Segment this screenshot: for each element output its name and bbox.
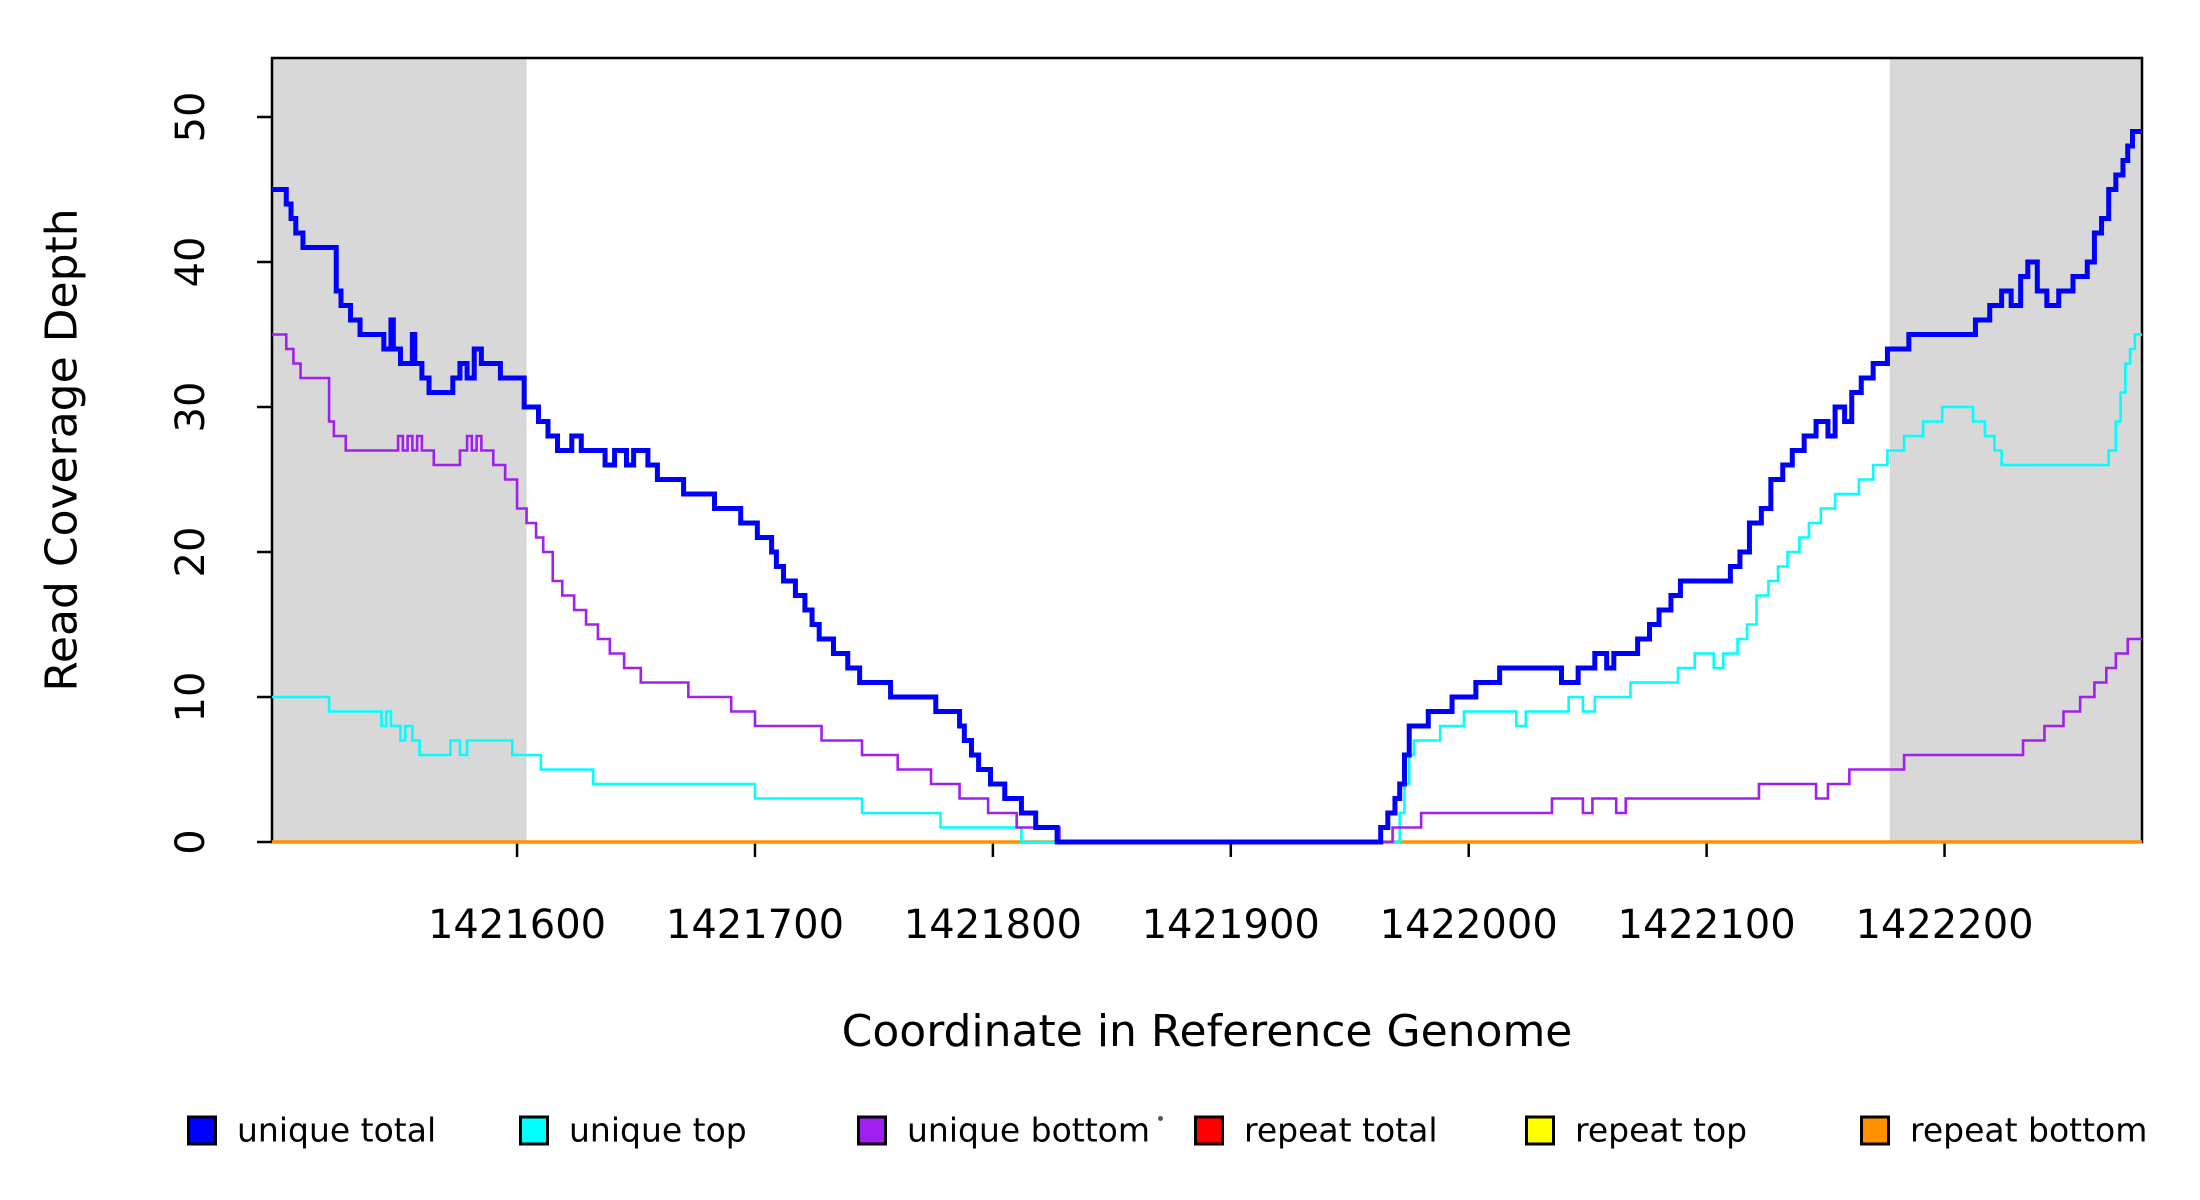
series-unique-total — [272, 129, 2142, 845]
x-tick-label: 1422100 — [1618, 902, 1796, 948]
y-tick-label: 40 — [168, 237, 214, 288]
y-axis-title: Read Coverage Depth — [36, 208, 88, 692]
legend-swatch-repeat-bottom — [1860, 1115, 1890, 1145]
legend-item-unique-bottom: unique bottom — [857, 1111, 1150, 1150]
legend-label: repeat total — [1244, 1110, 1438, 1150]
stray-mark — [1158, 1116, 1163, 1121]
y-tick-label: 50 — [168, 92, 214, 143]
x-axis-title: Coordinate in Reference Genome — [841, 1006, 1573, 1057]
legend-label: repeat top — [1575, 1110, 1748, 1150]
x-tick-label: 1422200 — [1855, 902, 2033, 948]
legend-item-unique-total: unique total — [187, 1111, 436, 1150]
legend-item-repeat-bottom: repeat bottom — [1860, 1111, 2147, 1150]
legend-swatch-unique-top — [519, 1115, 549, 1145]
legend-item-repeat-total: repeat total — [1194, 1111, 1438, 1150]
shaded-region — [1889, 58, 2142, 842]
x-tick-label: 1421600 — [428, 902, 606, 948]
legend-label: unique top — [569, 1110, 747, 1150]
legend-swatch-repeat-total — [1194, 1115, 1224, 1145]
legend-swatch-repeat-top — [1525, 1115, 1555, 1145]
x-tick-label: 1422000 — [1380, 902, 1558, 948]
y-tick-label: 30 — [168, 382, 214, 433]
legend-swatch-unique-bottom — [857, 1115, 887, 1145]
y-tick-label: 20 — [168, 527, 214, 578]
legend-item-repeat-top: repeat top — [1525, 1111, 1747, 1150]
legend-swatch-unique-total — [187, 1115, 217, 1145]
legend-label: unique bottom — [907, 1110, 1151, 1150]
legend-label: unique total — [237, 1110, 437, 1150]
y-tick-label: 0 — [168, 829, 214, 854]
x-tick-label: 1421700 — [666, 902, 844, 948]
series-unique-bottom — [272, 333, 2142, 844]
series-unique-top — [272, 333, 2142, 844]
legend-item-unique-top: unique top — [519, 1111, 747, 1150]
y-tick-label: 10 — [168, 672, 214, 723]
legend-label: repeat bottom — [1910, 1110, 2148, 1150]
plot-border — [270, 56, 2144, 844]
x-tick-label: 1421800 — [904, 902, 1082, 948]
x-tick-label: 1421900 — [1142, 902, 1320, 948]
